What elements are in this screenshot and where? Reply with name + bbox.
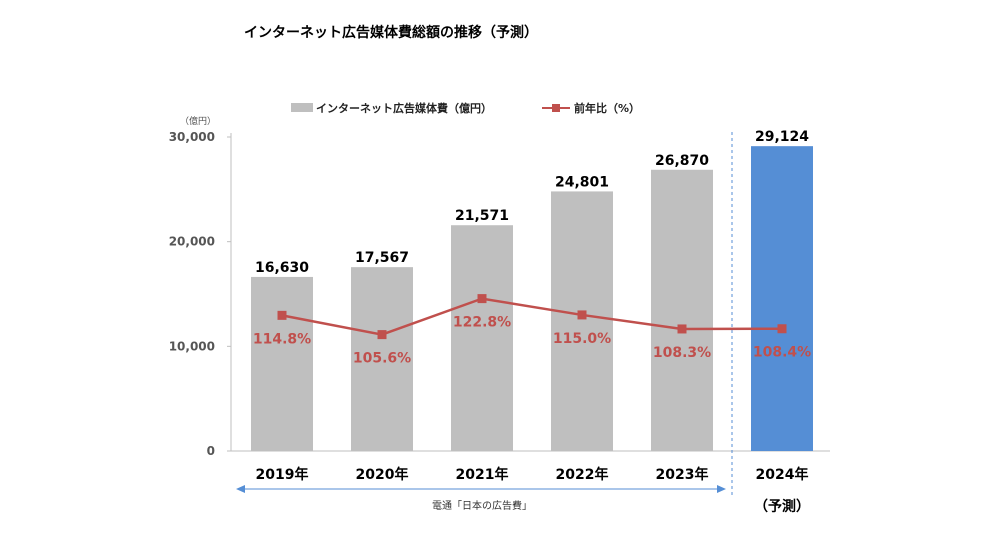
source-arrow-left bbox=[236, 485, 245, 493]
legend-bar-swatch bbox=[291, 103, 313, 112]
yoy-value-label: 108.3% bbox=[653, 345, 711, 361]
bar-value-label: 16,630 bbox=[255, 260, 309, 276]
yoy-marker bbox=[477, 294, 487, 304]
labels: 16,630 2019年 17,567 2020年 21,571 2021年 24,801 2… bbox=[253, 129, 811, 515]
y-unit-label: （億円） bbox=[180, 115, 216, 127]
bar-2022年 bbox=[551, 191, 613, 451]
legend-line-marker bbox=[552, 104, 560, 112]
yoy-marker bbox=[377, 330, 387, 340]
bar-2023年 bbox=[651, 169, 713, 451]
forecast-note: （予測） bbox=[754, 498, 810, 515]
bar-value-label: 29,124 bbox=[755, 129, 809, 145]
x-tick-label: 2019年 bbox=[256, 466, 309, 483]
x-tick-label: 2020年 bbox=[356, 466, 409, 483]
source-span: 電通「日本の広告費」 bbox=[236, 485, 726, 512]
source-arrow-right bbox=[717, 485, 726, 493]
yoy-value-label: 115.0% bbox=[553, 331, 611, 347]
bar-value-label: 26,870 bbox=[655, 153, 709, 169]
bar-value-label: 24,801 bbox=[555, 174, 609, 190]
yoy-value-label: 122.8% bbox=[453, 315, 511, 331]
yoy-marker bbox=[577, 310, 587, 320]
source-note: 電通「日本の広告費」 bbox=[432, 499, 532, 512]
y-tick-label: 10,000 bbox=[169, 339, 215, 353]
y-tick-label: 30,000 bbox=[169, 130, 215, 144]
x-tick-label: 2021年 bbox=[456, 466, 509, 483]
axes: 0 10,000 20,000 30,000 bbox=[169, 130, 830, 495]
bar-2020年 bbox=[351, 267, 413, 451]
y-tick-label: 20,000 bbox=[169, 235, 215, 249]
bar-2021年 bbox=[451, 225, 513, 451]
bars bbox=[251, 146, 813, 451]
yoy-value-label: 114.8% bbox=[253, 331, 311, 347]
y-tick-label: 0 bbox=[207, 444, 215, 458]
legend-bar-label: インターネット広告媒体費（億円） bbox=[316, 101, 492, 115]
yoy-marker bbox=[677, 324, 687, 334]
bar-value-label: 21,571 bbox=[455, 208, 509, 224]
yoy-line bbox=[277, 294, 787, 340]
bar-2024年 bbox=[751, 146, 813, 451]
legend: インターネット広告媒体費（億円） 前年比（%） bbox=[291, 101, 640, 115]
yoy-value-label: 105.6% bbox=[353, 351, 411, 367]
yoy-value-label: 108.4% bbox=[753, 345, 811, 361]
bar-value-label: 17,567 bbox=[355, 250, 409, 266]
x-tick-label: 2023年 bbox=[656, 466, 709, 483]
chart-title: インターネット広告媒体費総額の推移（予測） bbox=[244, 24, 538, 41]
yoy-marker bbox=[277, 310, 287, 320]
legend-line-label: 前年比（%） bbox=[574, 101, 640, 115]
yoy-line-path bbox=[281, 297, 783, 336]
x-tick-label: 2022年 bbox=[556, 466, 609, 483]
bar-2019年 bbox=[251, 276, 313, 451]
x-tick-label: 2024年 bbox=[756, 466, 809, 483]
yoy-marker bbox=[777, 324, 787, 334]
